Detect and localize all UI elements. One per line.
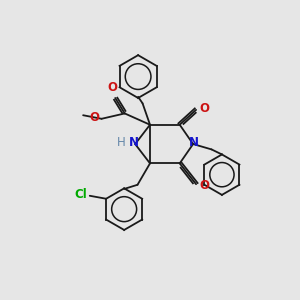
Text: Cl: Cl (74, 188, 87, 201)
Text: N: N (129, 136, 139, 149)
Text: O: O (89, 111, 99, 124)
Text: N: N (189, 136, 199, 149)
Text: O: O (200, 179, 210, 192)
Text: H: H (117, 136, 126, 149)
Text: O: O (200, 102, 210, 115)
Text: O: O (108, 81, 118, 94)
